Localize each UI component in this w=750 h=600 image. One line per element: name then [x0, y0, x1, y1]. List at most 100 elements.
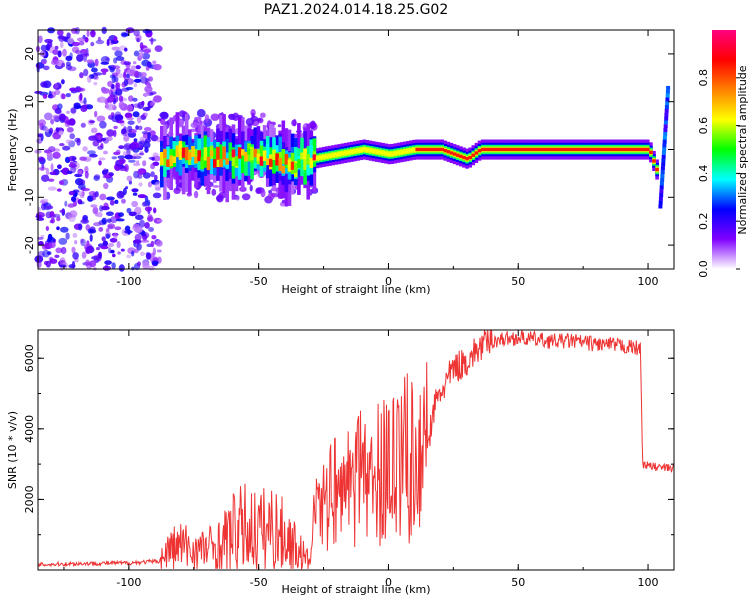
noise-blob	[100, 205, 110, 211]
noise-blob	[98, 160, 102, 166]
ridge-cell	[524, 147, 529, 152]
x-tick-label: -100	[116, 275, 141, 288]
noise-blob	[55, 83, 59, 89]
noise-blob	[116, 190, 125, 199]
noise-blob	[62, 145, 71, 151]
noise-blob	[44, 112, 53, 121]
noise-blob	[80, 219, 90, 224]
x-tick-label: 0	[385, 576, 392, 589]
noise-blob	[116, 241, 121, 249]
ridge-cell	[281, 149, 286, 164]
noise-blob	[132, 239, 142, 244]
noise-blob	[142, 261, 150, 270]
noise-blob	[150, 163, 156, 170]
y-tick-label: 4000	[23, 415, 36, 443]
halo-blob	[193, 190, 199, 199]
noise-blob	[82, 54, 88, 62]
y-tick-label: 0	[23, 146, 36, 153]
ridge-cell	[493, 147, 497, 152]
noise-blob	[69, 210, 78, 218]
noise-blob	[152, 192, 162, 199]
ridge-cell	[262, 150, 267, 161]
noise-blob	[118, 158, 126, 165]
noise-blob	[118, 101, 125, 109]
ridge-cell	[530, 147, 535, 152]
noise-blob	[36, 217, 45, 221]
ridge-cell	[518, 147, 522, 152]
noise-blob	[135, 65, 141, 70]
ridge-cell	[614, 147, 619, 152]
noise-blob	[36, 138, 43, 144]
ridge-cell	[624, 147, 628, 152]
noise-blob	[90, 30, 96, 38]
colorbar-tick-label: 0.0	[697, 260, 710, 278]
ridge-cell	[318, 155, 323, 160]
ridge-cell	[477, 149, 482, 153]
ridge-cell	[593, 147, 597, 152]
snr-series-line	[37, 329, 675, 570]
ridge-cell	[459, 154, 463, 158]
ridge-cell	[462, 155, 466, 160]
noise-blob	[38, 133, 43, 138]
ridge-cell	[237, 147, 242, 159]
noise-blob	[144, 206, 153, 212]
noise-blob	[103, 182, 109, 190]
ridge-cell	[465, 157, 469, 161]
noise-blob	[107, 80, 113, 87]
noise-blob	[120, 248, 125, 252]
edge-cell	[665, 93, 670, 98]
ridge-cell	[353, 149, 357, 153]
halo-blob	[178, 110, 187, 118]
spectrogram-image	[34, 26, 674, 272]
noise-blob	[37, 236, 44, 240]
snr-frame	[37, 329, 675, 571]
noise-blob	[143, 127, 152, 132]
noise-blob	[47, 186, 57, 191]
noise-blob	[141, 100, 145, 106]
noise-blob	[143, 92, 150, 97]
noise-blob	[113, 125, 118, 130]
noise-blob	[137, 261, 141, 267]
noise-blob	[57, 103, 63, 110]
ridge-cell	[343, 151, 348, 155]
edge-cell	[665, 97, 670, 102]
noise-blob	[107, 96, 115, 103]
noise-blob	[156, 219, 163, 223]
noise-blob	[140, 251, 145, 256]
noise-blob	[97, 96, 107, 103]
noise-blob	[54, 45, 59, 50]
noise-blob	[36, 212, 45, 218]
ridge-cell	[222, 146, 226, 160]
noise-blob	[56, 217, 61, 221]
noise-blob	[55, 247, 63, 254]
noise-blob	[105, 233, 111, 239]
ridge-cell	[596, 147, 600, 152]
noise-blob	[87, 228, 94, 234]
noise-blob	[84, 171, 89, 179]
noise-blob	[150, 171, 155, 178]
edge-cell	[664, 116, 669, 121]
ridge-cell	[225, 158, 229, 165]
noise-blob	[65, 93, 72, 98]
halo-blob	[241, 193, 251, 201]
edge-cell	[660, 166, 665, 171]
noise-blob	[104, 260, 112, 265]
noise-blob	[115, 88, 123, 96]
edge-cell	[663, 128, 668, 132]
ridge-cell	[502, 147, 507, 152]
colorbar-tick-label: 0.4	[697, 165, 710, 183]
noise-blob	[97, 36, 101, 41]
ridge-cell	[424, 147, 429, 152]
noise-blob	[127, 120, 135, 125]
noise-blob	[144, 222, 150, 229]
edge-cell	[664, 105, 669, 109]
halo-blob	[160, 111, 169, 120]
ridge-cell	[194, 156, 198, 163]
x-tick-label: 100	[638, 576, 659, 589]
noise-blob	[49, 258, 58, 264]
noise-blob	[113, 233, 118, 240]
noise-blob	[114, 199, 119, 204]
ridge-cell	[399, 150, 404, 154]
noise-blob	[47, 178, 55, 182]
